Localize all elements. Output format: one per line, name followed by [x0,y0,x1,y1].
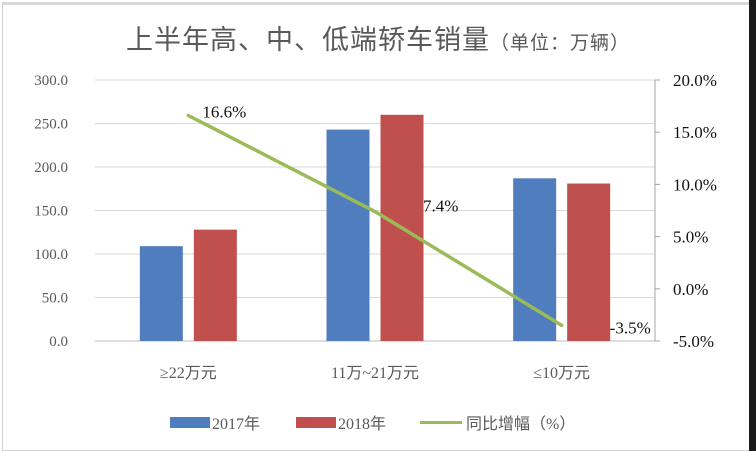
left-axis-tick: 300.0 [34,73,68,89]
chart-title-unit: （单位：万辆） [489,32,630,54]
chart-legend: 2017年 2018年 同比增幅（%） [0,407,756,437]
window-edge [749,0,756,451]
left-axis-tick: 250.0 [34,117,68,133]
left-axis-tick: 200.0 [34,160,68,176]
category-label: ≥22万元 [160,365,217,382]
growth-data-label: 7.4% [423,197,458,216]
chart-title-main: 上半年高、中、低端轿车销量 [125,25,490,56]
bar-2018年 [193,229,237,341]
bar-2017年 [513,178,557,341]
legend-label: 同比增幅（%） [466,416,576,433]
right-axis-tick: -5.0% [673,332,714,351]
right-axis-tick: 5.0% [673,228,708,247]
right-axis-tick: 10.0% [673,175,717,194]
growth-data-label: -3.5% [610,318,651,337]
legend-label: 2018年 [338,416,387,433]
legend-item-2017: 2017年 [170,407,260,437]
legend-item-2018: 2018年 [296,407,386,437]
left-axis-tick: 100.0 [34,247,68,263]
right-axis-tick: 15.0% [673,123,717,142]
legend-swatch-2017 [170,416,210,428]
category-label: ≤10万元 [533,365,590,382]
legend-item-growth: 同比增幅（%） [420,407,575,437]
left-axis-tick: 0.0 [49,334,68,350]
bar-2017年 [326,129,370,341]
growth-data-label: 16.6% [202,102,246,121]
legend-swatch-2018 [296,416,336,428]
bar-2017年 [139,246,183,341]
left-axis-tick: 50.0 [42,291,68,307]
legend-label: 2017年 [212,416,261,433]
right-axis-tick: 0.0% [673,280,708,299]
category-label: 11万~21万元 [331,365,419,382]
growth-line [186,113,564,328]
chart-title: 上半年高、中、低端轿车销量（单位：万辆） [0,18,756,57]
right-axis-tick: 20.0% [673,71,717,90]
legend-swatch-growth [420,420,462,424]
bar-2018年 [567,183,611,341]
left-axis-tick: 150.0 [34,204,68,220]
